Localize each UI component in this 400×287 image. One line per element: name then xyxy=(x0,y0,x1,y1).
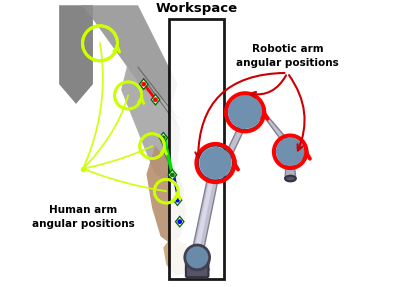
Polygon shape xyxy=(194,166,216,254)
Circle shape xyxy=(154,98,157,101)
Polygon shape xyxy=(252,100,296,152)
Ellipse shape xyxy=(187,259,207,267)
Polygon shape xyxy=(150,94,160,106)
Circle shape xyxy=(229,95,262,128)
FancyBboxPatch shape xyxy=(186,262,208,277)
Polygon shape xyxy=(175,216,185,228)
Polygon shape xyxy=(152,95,159,104)
Polygon shape xyxy=(172,194,182,206)
Circle shape xyxy=(176,199,179,202)
Circle shape xyxy=(142,82,145,86)
Polygon shape xyxy=(163,236,194,276)
Polygon shape xyxy=(285,165,296,179)
Ellipse shape xyxy=(285,176,296,181)
Circle shape xyxy=(162,136,165,139)
Polygon shape xyxy=(224,113,251,161)
Polygon shape xyxy=(82,5,178,104)
Ellipse shape xyxy=(186,265,208,274)
Text: Human arm
angular positions: Human arm angular positions xyxy=(32,205,134,228)
Circle shape xyxy=(200,148,231,179)
Polygon shape xyxy=(138,78,149,90)
Polygon shape xyxy=(169,171,176,179)
Bar xyxy=(169,19,224,279)
Polygon shape xyxy=(176,218,183,226)
Circle shape xyxy=(277,138,304,165)
Circle shape xyxy=(171,173,174,177)
Polygon shape xyxy=(59,5,93,104)
Circle shape xyxy=(178,220,182,223)
Polygon shape xyxy=(174,196,181,204)
Polygon shape xyxy=(121,56,180,180)
Text: Robotic arm
angular positions: Robotic arm angular positions xyxy=(236,44,339,68)
Polygon shape xyxy=(140,80,147,88)
Polygon shape xyxy=(158,131,168,144)
Text: Workspace: Workspace xyxy=(156,2,238,15)
Polygon shape xyxy=(160,133,167,142)
Polygon shape xyxy=(167,169,178,181)
Polygon shape xyxy=(192,166,221,254)
Polygon shape xyxy=(146,146,186,245)
Circle shape xyxy=(186,247,208,268)
